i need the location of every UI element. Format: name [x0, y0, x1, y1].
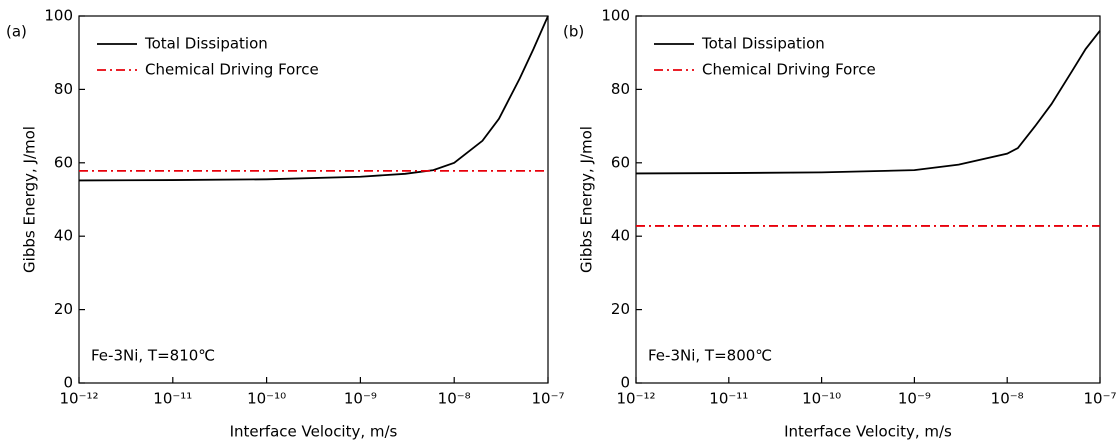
y-tick-label: 20 [611, 300, 630, 318]
x-tick-label: 10⁻¹⁰ [247, 390, 286, 408]
x-tick-label: 10⁻¹² [59, 390, 98, 408]
panel-label: (b) [563, 23, 584, 41]
y-tick-label: 60 [611, 153, 630, 171]
x-tick-label: 10⁻¹¹ [709, 390, 748, 408]
x-tick-label: 10⁻⁹ [344, 390, 377, 408]
legend-label: Chemical Driving Force [702, 61, 876, 79]
x-tick-label: 10⁻¹⁰ [802, 390, 841, 408]
plot-frame [78, 15, 549, 384]
y-tick-label: 80 [611, 80, 630, 98]
annotation: Fe-3Ni, T=800℃ [648, 347, 772, 365]
y-tick-label: 0 [620, 374, 630, 392]
plot-frame [635, 15, 1101, 384]
data-line [635, 30, 1101, 175]
y-tick-label: 20 [54, 300, 73, 318]
annotation: Fe-3Ni, T=810℃ [91, 347, 215, 365]
panel-label: (a) [6, 23, 27, 41]
x-tick-label: 10⁻⁷ [1083, 390, 1116, 408]
legend-label: Total Dissipation [144, 35, 268, 53]
x-tick-label: 10⁻⁹ [898, 390, 931, 408]
legend-label: Chemical Driving Force [145, 61, 319, 79]
legend-label: Total Dissipation [701, 35, 825, 53]
y-axis-label: Gibbs Energy, J/mol [578, 126, 596, 273]
x-tick-label: 10⁻¹¹ [153, 390, 192, 408]
x-tick-label: 10⁻⁸ [438, 390, 471, 408]
x-tick-label: 10⁻⁷ [531, 390, 564, 408]
y-tick-label: 40 [611, 227, 630, 245]
data-line [78, 15, 549, 182]
y-tick-label: 80 [54, 80, 73, 98]
y-tick-label: 100 [44, 7, 73, 25]
y-tick-label: 100 [601, 7, 630, 25]
x-tick-label: 10⁻¹² [616, 390, 655, 408]
y-tick-label: 0 [63, 374, 73, 392]
x-axis-label: Interface Velocity, m/s [784, 423, 952, 441]
x-axis-label: Interface Velocity, m/s [230, 423, 398, 441]
x-tick-label: 10⁻⁸ [991, 390, 1024, 408]
y-tick-label: 40 [54, 227, 73, 245]
y-axis-label: Gibbs Energy, J/mol [21, 126, 39, 273]
y-tick-label: 60 [54, 153, 73, 171]
